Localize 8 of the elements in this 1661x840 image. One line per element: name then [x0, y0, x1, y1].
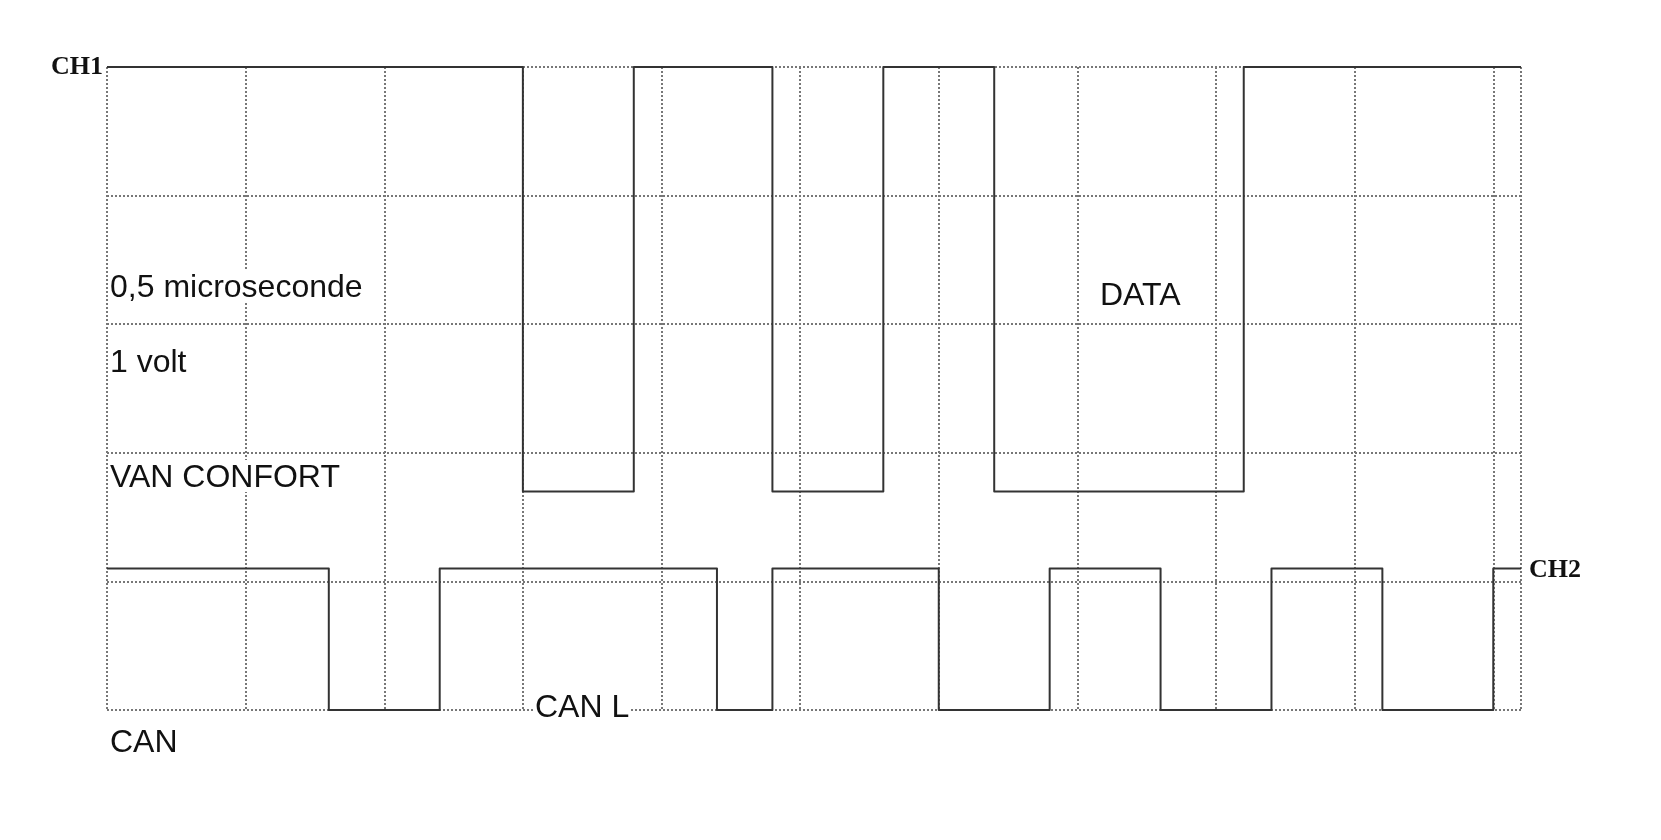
annotation: 1 volt	[110, 343, 187, 379]
annotation: 0,5 microseconde	[110, 268, 363, 304]
annotation: CAN L	[535, 688, 630, 724]
series-label: CH2	[1529, 554, 1581, 584]
annotation: VAN CONFORT	[110, 458, 340, 494]
text: CAN	[110, 723, 178, 759]
annotation: DATA	[1100, 276, 1182, 312]
series-label: CH1	[51, 50, 103, 80]
